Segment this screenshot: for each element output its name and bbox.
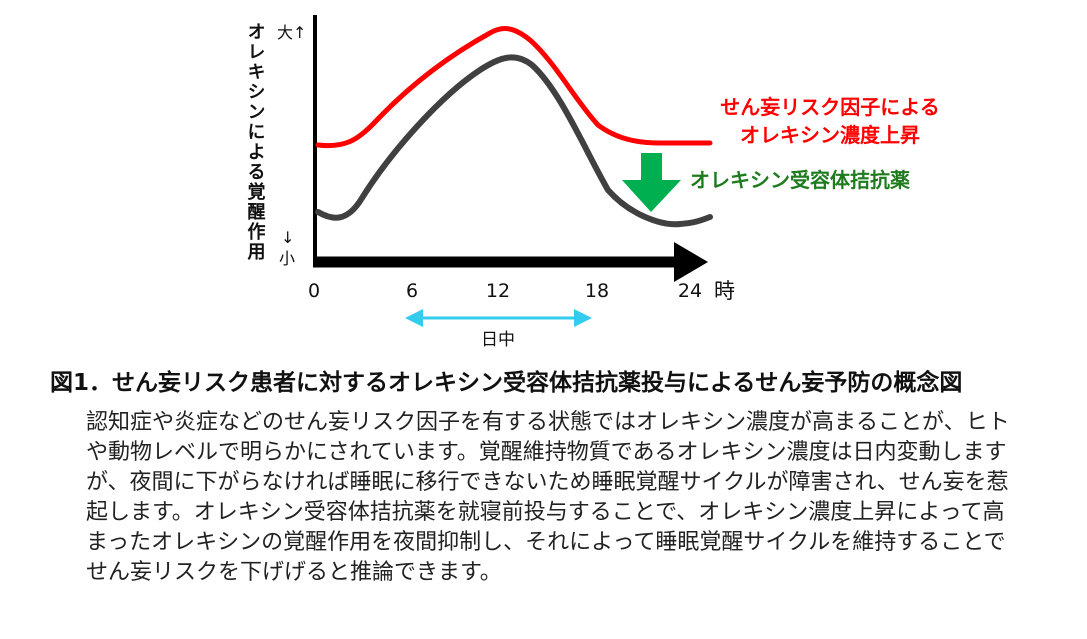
orexin-concept-diagram: オレキシンによる覚醒作用 大↑ ↓ 小 0 6 12 18 24 時 日中 せん…	[245, 15, 940, 350]
figure-caption: 図1．せん妄リスク患者に対するオレキシン受容体拮抗薬投与によるせん妄予防の概念図	[50, 370, 963, 396]
x-axis-arrowhead	[674, 242, 708, 282]
x-tick-18: 18	[585, 280, 609, 302]
risk-label-line1: せん妄リスク因子による	[720, 95, 939, 119]
risk-orexin-curve	[315, 26, 713, 149]
normal-orexin-curve	[315, 54, 713, 228]
y-scale-bottom-arrow: ↓	[281, 228, 294, 247]
y-scale-bottom: 小	[279, 249, 295, 268]
risk-label-line2: オレキシン濃度上昇	[740, 123, 920, 147]
x-tick-24: 24	[678, 280, 702, 302]
daytime-label: 日中	[481, 330, 515, 350]
description-paragraph: 認知症や炎症などのせん妄リスク因子を有する状態ではオレキシン濃度が高まることが、…	[86, 410, 1010, 585]
drug-label: オレキシン受容体拮抗薬	[690, 168, 910, 192]
x-unit-label: 時	[714, 279, 735, 303]
x-tick-12: 12	[486, 280, 510, 302]
y-scale-top: 大↑	[277, 23, 306, 42]
x-tick-0: 0	[308, 280, 320, 302]
y-axis-label: オレキシンによる覚醒作用	[245, 22, 266, 262]
x-tick-6: 6	[406, 280, 418, 302]
drug-effect-arrow	[622, 153, 681, 212]
